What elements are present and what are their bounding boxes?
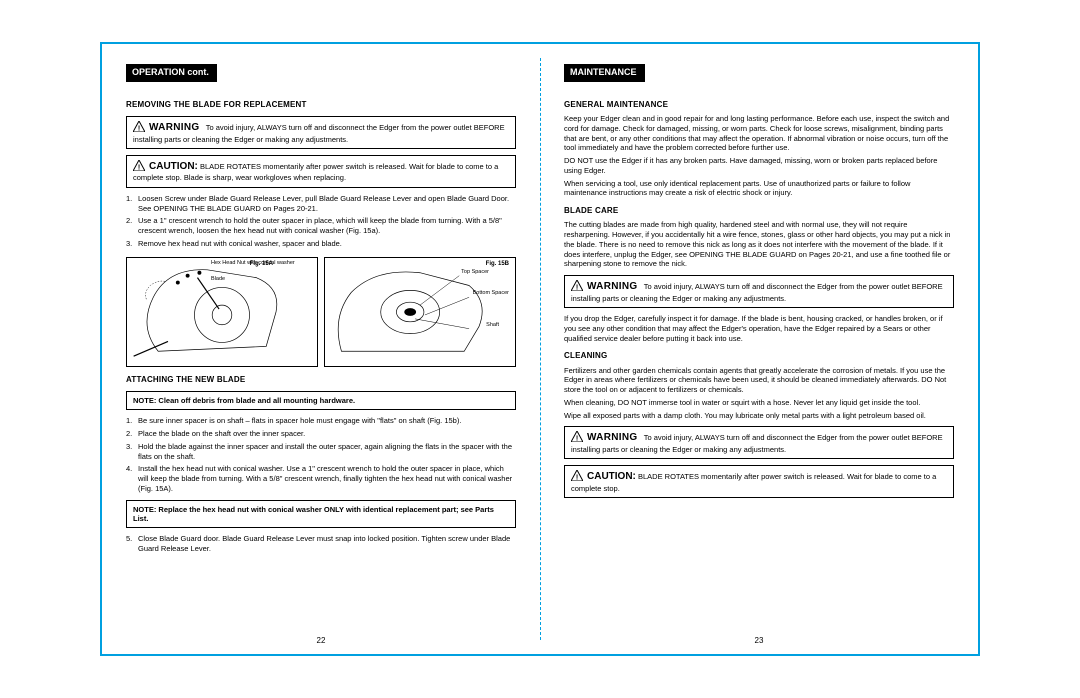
paragraph: The cutting blades are made from high qu… [564,220,954,269]
manual-spread: OPERATION cont. REMOVING THE BLADE FOR R… [100,42,980,656]
subhead-blade-care: BLADE CARE [564,206,954,216]
caution-label: CAUTION: [587,471,636,482]
caution-label: CAUTION: [149,161,198,172]
step-text: Use a 1" crescent wrench to hold the out… [138,216,516,236]
step-text: Loosen Screw under Blade Guard Release L… [138,194,516,214]
step-text: Close Blade Guard door. Blade Guard Rele… [138,534,516,554]
warning-label: WARNING [149,122,199,133]
paragraph: Wipe all exposed parts with a damp cloth… [564,411,954,421]
subhead-attaching: ATTACHING THE NEW BLADE [126,375,516,385]
figure-15a: Fig. 15A Hex Head Nut with conical washe… [126,257,318,367]
step-text: Install the hex head nut with conical wa… [138,464,516,493]
svg-text:!: ! [138,164,140,171]
paragraph: DO NOT use the Edger if it has any broke… [564,156,954,176]
paragraph: When servicing a tool, use only identica… [564,179,954,199]
warning-icon: ! [571,280,583,291]
callout: Blade [211,276,225,283]
section-tab-maintenance: MAINTENANCE [564,64,645,82]
svg-text:!: ! [576,475,578,482]
figure-15b: Fig. 15B Top Spacer Bottom Spacer Shaft [324,257,516,367]
fig-label: Fig. 15B [486,261,509,269]
section-tab-operation: OPERATION cont. [126,64,217,82]
caution-box: ! CAUTION: BLADE ROTATES momentarily aft… [564,465,954,498]
attach-steps: 1.Be sure inner spacer is on shaft – fla… [126,416,516,493]
paragraph: If you drop the Edger, carefully inspect… [564,314,954,343]
caution-icon: ! [571,470,583,481]
callout: Hex Head Nut with conical washer [211,260,295,267]
paragraph: Keep your Edger clean and in good repair… [564,114,954,153]
page-number: 22 [317,636,326,646]
paragraph: Fertilizers and other garden chemicals c… [564,366,954,395]
figure-row: Fig. 15A Hex Head Nut with conical washe… [126,257,516,367]
step-text: Hold the blade against the inner spacer … [138,442,516,462]
caution-box: ! CAUTION: BLADE ROTATES momentarily aft… [126,155,516,188]
warning-box: ! WARNING To avoid injury, ALWAYS turn o… [564,275,954,308]
svg-text:!: ! [576,285,578,292]
note-box: NOTE: Clean off debris from blade and al… [126,391,516,410]
page-left: OPERATION cont. REMOVING THE BLADE FOR R… [102,44,540,654]
paragraph: When cleaning, DO NOT immerse tool in wa… [564,398,954,408]
warning-box: ! WARNING To avoid injury, ALWAYS turn o… [564,426,954,459]
svg-text:!: ! [576,436,578,443]
step-text: Be sure inner spacer is on shaft – flats… [138,416,516,426]
step-text: Place the blade on the shaft over the in… [138,429,516,439]
callout: Bottom Spacer [473,290,509,297]
svg-text:!: ! [138,126,140,133]
page-number: 23 [755,636,764,646]
warning-icon: ! [133,121,145,132]
warning-box: ! WARNING To avoid injury, ALWAYS turn o… [126,116,516,149]
warning-label: WARNING [587,432,637,443]
note-text: NOTE: Replace the hex head nut with coni… [133,505,494,523]
caution-icon: ! [133,160,145,171]
step-text: Remove hex head nut with conical washer,… [138,239,516,249]
remove-steps: 1.Loosen Screw under Blade Guard Release… [126,194,516,249]
callout: Top Spacer [461,269,489,276]
subhead-cleaning: CLEANING [564,351,954,361]
warning-icon: ! [571,431,583,442]
note-box: NOTE: Replace the hex head nut with coni… [126,500,516,529]
subhead-general-maint: GENERAL MAINTENANCE [564,100,954,110]
subhead-removing-blade: REMOVING THE BLADE FOR REPLACEMENT [126,100,516,110]
page-right: MAINTENANCE GENERAL MAINTENANCE Keep you… [540,44,978,654]
note-text: NOTE: Clean off debris from blade and al… [133,396,355,405]
callout: Shaft [486,322,499,329]
warning-label: WARNING [587,281,637,292]
